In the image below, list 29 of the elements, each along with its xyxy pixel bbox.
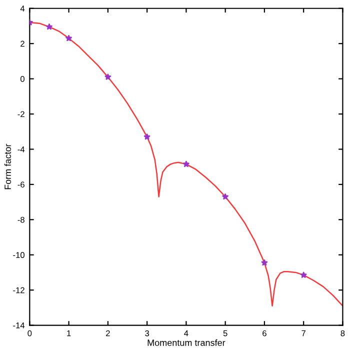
point: [300, 272, 307, 278]
x-tick-label: 5: [223, 330, 228, 336]
x-tick-label: 7: [302, 330, 306, 336]
x-tick-label: 1: [67, 330, 71, 336]
point: [261, 259, 268, 266]
x-axis-title: Momentum transfer: [148, 339, 226, 346]
y-tick-label: -8: [18, 216, 24, 223]
x-tick-label: 2: [106, 330, 110, 336]
y-tick-label: -12: [13, 287, 24, 294]
point: [66, 35, 72, 42]
point: [183, 160, 190, 167]
y-tick-label: 2: [20, 40, 24, 47]
x-tick-label: 0: [28, 330, 32, 336]
point: [46, 24, 52, 30]
x-tick-label: 3: [145, 330, 150, 336]
y-axis-title: Form factor: [4, 144, 11, 190]
point: [104, 74, 112, 80]
y-tick-label: -14: [13, 322, 25, 328]
point: [222, 193, 228, 200]
x-tick-label: 8: [340, 330, 345, 336]
y-tick-label: -2: [18, 111, 24, 118]
x-tick-label: 4: [184, 330, 188, 336]
x-tick-label: 6: [262, 330, 266, 336]
y-tick-label: -10: [13, 252, 24, 258]
y-tick-label: 4: [20, 6, 25, 12]
point: [144, 134, 150, 140]
y-tick-label: -4: [18, 146, 25, 152]
y-tick-label: 0: [20, 76, 24, 82]
y-tick-label: -6: [18, 182, 24, 188]
